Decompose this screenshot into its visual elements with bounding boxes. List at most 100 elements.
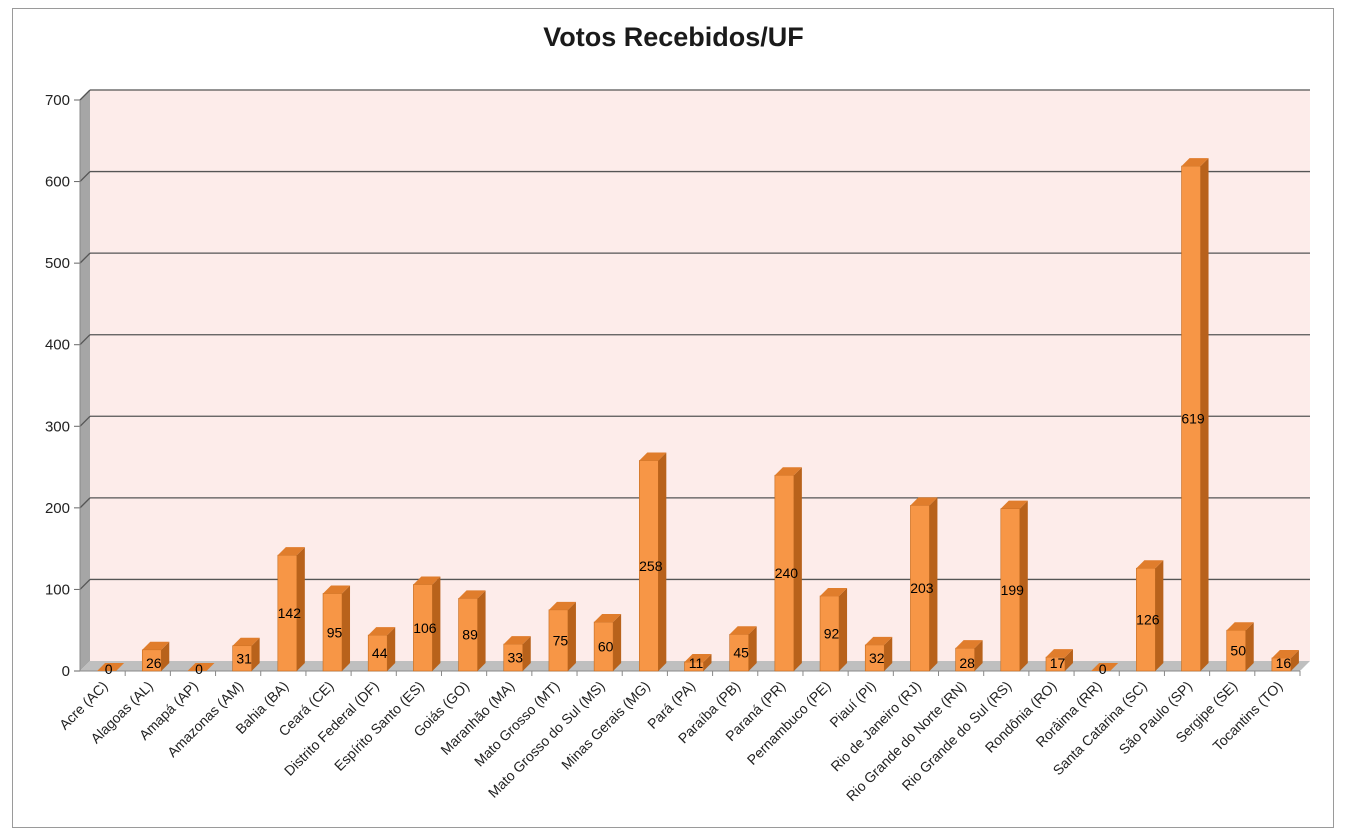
bar-top xyxy=(684,654,712,663)
bar-side xyxy=(161,641,170,671)
bar-side xyxy=(658,452,667,671)
bar-top xyxy=(910,497,938,506)
gridline-side xyxy=(79,578,91,590)
bar-side xyxy=(1019,500,1028,671)
bar-top xyxy=(458,590,486,599)
gridline-side xyxy=(79,497,91,509)
gridline-side xyxy=(79,415,91,427)
data-label: 26 xyxy=(146,655,162,671)
bar-top xyxy=(955,640,983,649)
data-label: 44 xyxy=(372,645,388,661)
bar xyxy=(187,663,215,671)
gridline-side xyxy=(79,252,91,264)
gridline-side xyxy=(79,89,91,101)
bar-side xyxy=(251,637,260,671)
x-tick-label: Minas Gerais (MG) xyxy=(558,678,653,773)
bar-side xyxy=(296,547,305,671)
bar-top xyxy=(1181,158,1209,167)
bar-top xyxy=(1000,500,1028,509)
bar-side xyxy=(703,654,712,671)
bar-top xyxy=(503,636,531,645)
bar-top xyxy=(1045,649,1073,658)
bar-top xyxy=(323,585,351,594)
data-label: 17 xyxy=(1050,655,1066,671)
chart-title: Votos Recebidos/UF xyxy=(543,22,804,52)
data-label: 240 xyxy=(775,565,799,581)
bar-side xyxy=(1200,158,1209,671)
data-label: 0 xyxy=(105,661,113,677)
data-label: 106 xyxy=(413,620,437,636)
data-label: 16 xyxy=(1276,655,1292,671)
y-tick-label: 200 xyxy=(45,500,70,517)
plot-side-wall xyxy=(80,90,90,671)
bar-top xyxy=(639,452,667,461)
bar-side xyxy=(477,590,486,671)
bar-top xyxy=(277,547,305,556)
bar-side xyxy=(387,627,396,671)
bar-top xyxy=(142,641,170,650)
data-label: 95 xyxy=(327,624,343,640)
bar-top xyxy=(1226,622,1254,631)
bar-side xyxy=(929,497,938,671)
data-label: 619 xyxy=(1181,411,1205,427)
bar-side xyxy=(567,601,576,671)
data-label: 0 xyxy=(1099,661,1107,677)
data-label: 32 xyxy=(869,650,885,666)
data-label: 31 xyxy=(236,650,252,666)
bar-side xyxy=(839,587,848,671)
gridline-side xyxy=(79,334,91,346)
bar-side xyxy=(613,614,622,671)
bar-top xyxy=(368,627,396,636)
bar-top xyxy=(729,626,757,635)
data-label: 258 xyxy=(639,558,663,574)
data-label: 33 xyxy=(507,650,523,666)
y-tick-label: 0 xyxy=(62,663,70,680)
bar-side xyxy=(432,576,441,671)
bar-side xyxy=(793,467,802,671)
bar-side xyxy=(1245,622,1254,671)
data-label: 142 xyxy=(278,605,302,621)
y-tick-label: 700 xyxy=(45,92,70,109)
bar-side xyxy=(1064,649,1073,671)
y-tick-label: 300 xyxy=(45,418,70,435)
bar-side xyxy=(884,636,893,671)
bar-top xyxy=(594,614,622,623)
bar xyxy=(97,663,125,671)
x-tick-label: Mato Grosso (MT) xyxy=(471,678,563,770)
data-label: 60 xyxy=(598,639,614,655)
bar-side xyxy=(974,640,983,671)
bar-top xyxy=(413,576,441,585)
y-tick-label: 600 xyxy=(45,174,70,191)
bar-top xyxy=(1136,560,1164,569)
x-tick-label: Pernambuco (PE) xyxy=(744,678,834,768)
bar-top xyxy=(774,467,802,476)
data-label: 75 xyxy=(553,632,569,648)
data-label: 50 xyxy=(1230,643,1246,659)
bar-top xyxy=(1271,649,1299,658)
bar-top xyxy=(548,601,576,610)
plot-back-wall xyxy=(90,90,1310,661)
bar-side xyxy=(522,636,531,671)
y-tick-label: 500 xyxy=(45,255,70,272)
y-tick-label: 100 xyxy=(45,581,70,598)
data-label: 89 xyxy=(462,627,478,643)
bar-side xyxy=(342,585,351,671)
bar-side xyxy=(748,626,757,671)
data-label: 45 xyxy=(733,645,749,661)
bar-side xyxy=(1155,560,1164,671)
bar-top xyxy=(865,636,893,645)
bar-top xyxy=(820,587,848,596)
bar-top xyxy=(232,637,260,646)
gridline-side xyxy=(79,171,91,183)
bar-side xyxy=(1290,649,1299,671)
data-label: 203 xyxy=(910,580,934,596)
data-label: 0 xyxy=(195,661,203,677)
data-label: 126 xyxy=(1136,612,1160,628)
bar xyxy=(1091,663,1119,671)
y-tick-label: 400 xyxy=(45,337,70,354)
data-label: 92 xyxy=(824,625,840,641)
data-label: 199 xyxy=(1001,582,1025,598)
data-label: 28 xyxy=(959,655,975,671)
data-label: 11 xyxy=(689,655,704,671)
